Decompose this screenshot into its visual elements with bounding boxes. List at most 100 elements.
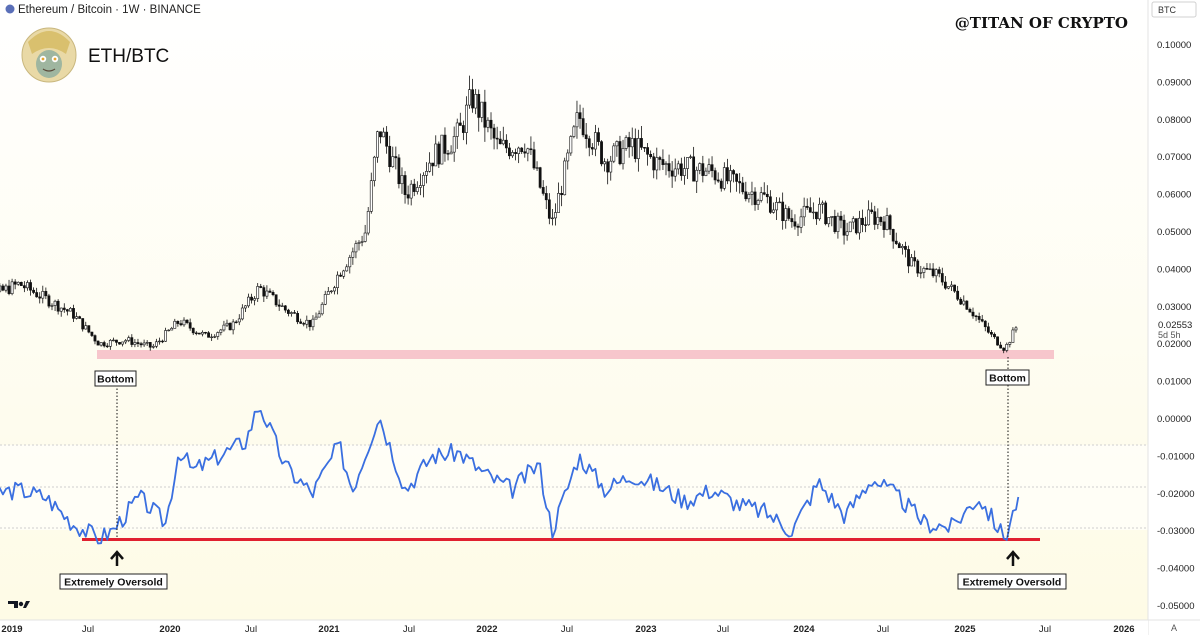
candle-body bbox=[412, 183, 416, 192]
candle-body bbox=[996, 336, 999, 346]
candle-body bbox=[615, 141, 619, 147]
candle-body bbox=[692, 156, 696, 182]
candle-body bbox=[523, 151, 527, 154]
candle-body bbox=[425, 171, 428, 176]
candle-body bbox=[624, 137, 628, 149]
candle-body bbox=[968, 309, 972, 313]
candle-body bbox=[65, 309, 69, 312]
candle-body bbox=[854, 218, 858, 234]
price-tick-label: 0.09000 bbox=[1157, 77, 1191, 88]
tradingview-logo bbox=[8, 601, 30, 608]
candle-body bbox=[179, 323, 183, 326]
candle-body bbox=[216, 332, 220, 337]
price-tick-label: 0.05000 bbox=[1157, 227, 1191, 238]
time-axis[interactable] bbox=[0, 620, 1148, 635]
candle-body bbox=[876, 216, 880, 225]
candle-body bbox=[10, 281, 14, 294]
candle-body bbox=[1011, 329, 1015, 343]
candle-body bbox=[900, 246, 904, 249]
candle-body bbox=[154, 341, 158, 347]
candle-body bbox=[357, 242, 361, 244]
candle-body bbox=[894, 240, 898, 244]
candle-body bbox=[593, 132, 597, 150]
candle-body bbox=[768, 196, 772, 213]
candle-body bbox=[194, 332, 198, 334]
candle-body bbox=[22, 285, 26, 289]
currency-badge-text: BTC bbox=[1158, 5, 1177, 15]
candle-body bbox=[428, 162, 432, 172]
candle-body bbox=[818, 203, 821, 220]
candle-body bbox=[379, 131, 382, 138]
time-tick-label: 2020 bbox=[159, 624, 180, 635]
candle-body bbox=[710, 164, 714, 171]
candle-body bbox=[382, 131, 385, 138]
candle-body bbox=[237, 318, 241, 323]
candle-body bbox=[228, 322, 232, 331]
candle-body bbox=[108, 340, 112, 347]
candle-body bbox=[953, 284, 956, 292]
symbol-line[interactable]: Ethereum / Bitcoin · 1W · BINANCE bbox=[18, 4, 201, 16]
candle-body bbox=[406, 194, 410, 199]
candle-body bbox=[501, 139, 505, 145]
candle-body bbox=[262, 287, 266, 297]
time-tick-label: 2022 bbox=[476, 624, 497, 635]
candle-body bbox=[1, 285, 5, 291]
price-tick-label: 0.00000 bbox=[1157, 414, 1191, 425]
candle-body bbox=[35, 292, 39, 298]
last-price: 0.02553 bbox=[1158, 320, 1192, 331]
candle-body bbox=[93, 335, 97, 342]
candle-body bbox=[173, 320, 177, 329]
candle-body bbox=[913, 257, 917, 262]
axis-auto-button[interactable]: A bbox=[1171, 623, 1177, 633]
bottom-label-right-text: Bottom bbox=[989, 373, 1026, 385]
candle-body bbox=[557, 193, 560, 213]
candle-body bbox=[219, 329, 223, 333]
candle-body bbox=[824, 202, 828, 225]
candle-body bbox=[612, 145, 616, 162]
candle-body bbox=[796, 225, 800, 228]
candle-body bbox=[403, 175, 407, 195]
candle-body bbox=[158, 340, 161, 343]
candle-body bbox=[41, 291, 45, 299]
candle-body bbox=[851, 218, 855, 223]
candle-body bbox=[455, 122, 459, 137]
candle-body bbox=[572, 126, 576, 137]
candle-body bbox=[170, 328, 174, 331]
candle-body bbox=[959, 298, 963, 305]
candle-body bbox=[879, 216, 883, 223]
candle-body bbox=[603, 161, 607, 165]
candle-body bbox=[802, 205, 806, 218]
candle-body bbox=[486, 119, 490, 128]
currency-badge[interactable] bbox=[1151, 1, 1197, 18]
candle-body bbox=[689, 156, 692, 158]
candle-body bbox=[197, 332, 201, 335]
oversold-label-right: Extremely Oversold bbox=[957, 573, 1067, 590]
candle-body bbox=[299, 321, 303, 324]
candle-body bbox=[643, 147, 646, 149]
candle-body bbox=[234, 321, 238, 324]
candle-body bbox=[400, 175, 404, 185]
candle-body bbox=[431, 162, 435, 167]
candle-body bbox=[293, 312, 296, 314]
candle-body bbox=[563, 160, 567, 196]
candle-body bbox=[584, 134, 588, 140]
candle-body bbox=[366, 211, 370, 234]
candle-body bbox=[950, 284, 953, 287]
candle-body bbox=[842, 219, 846, 236]
candle-body bbox=[372, 156, 376, 181]
candle-body bbox=[738, 181, 742, 184]
time-tick-label: Jul bbox=[403, 624, 415, 635]
candle-body bbox=[547, 199, 551, 219]
candle-body bbox=[956, 290, 960, 300]
candle-body bbox=[861, 217, 864, 226]
candle-body bbox=[394, 156, 398, 159]
candle-body bbox=[707, 164, 711, 172]
countdown: 5d 5h bbox=[1158, 330, 1181, 340]
candle-body bbox=[376, 131, 379, 158]
candle-body bbox=[646, 147, 649, 155]
candle-body bbox=[535, 167, 539, 169]
candle-body bbox=[873, 211, 877, 225]
candle-body bbox=[1005, 344, 1009, 351]
price-axis[interactable] bbox=[1148, 0, 1200, 620]
